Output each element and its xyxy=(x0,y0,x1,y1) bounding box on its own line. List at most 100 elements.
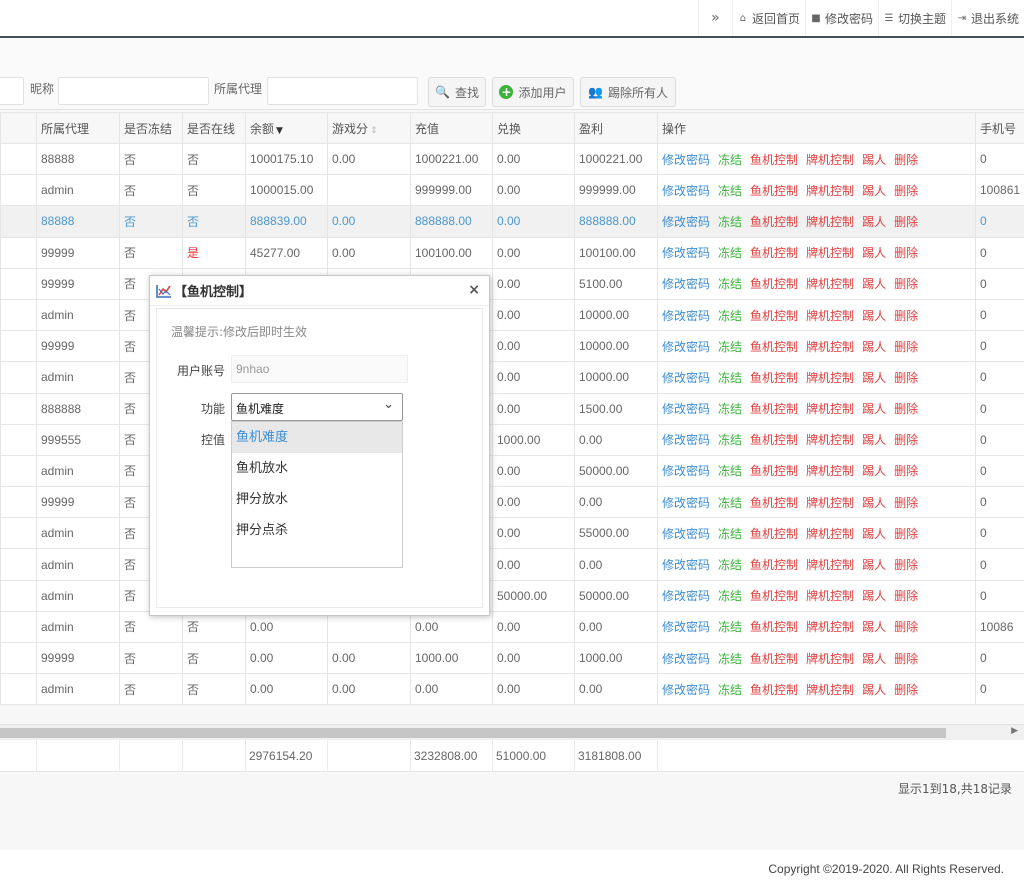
kick-link[interactable]: 踢人 xyxy=(862,402,887,417)
column-header-balance[interactable]: 余额 ▼ xyxy=(245,112,328,144)
freeze-link[interactable]: 冻结 xyxy=(718,214,743,229)
change-password-link[interactable]: 修改密码 xyxy=(662,370,711,385)
delete-link[interactable]: 删除 xyxy=(894,152,919,167)
card-control-link[interactable]: 牌机控制 xyxy=(806,651,855,666)
kick-link[interactable]: 踢人 xyxy=(862,682,887,697)
freeze-link[interactable]: 冻结 xyxy=(718,152,743,167)
delete-link[interactable]: 删除 xyxy=(894,433,919,448)
freeze-link[interactable]: 冻结 xyxy=(718,682,743,697)
kick-link[interactable]: 踢人 xyxy=(862,464,887,479)
card-control-link[interactable]: 牌机控制 xyxy=(806,308,855,323)
nickname-input[interactable] xyxy=(58,77,209,105)
kick-link[interactable]: 踢人 xyxy=(862,433,887,448)
home-link[interactable]: ⌂ 返回首页 xyxy=(731,0,805,36)
column-header[interactable]: 手机号 xyxy=(975,112,1024,144)
kick-link[interactable]: 踢人 xyxy=(862,339,887,354)
card-control-link[interactable]: 牌机控制 xyxy=(806,246,855,261)
dropdown-option[interactable]: 押分放水 xyxy=(236,492,289,507)
delete-link[interactable]: 删除 xyxy=(894,183,919,198)
card-control-link[interactable]: 牌机控制 xyxy=(806,152,855,167)
freeze-link[interactable]: 冻结 xyxy=(718,246,743,261)
switch-theme-link[interactable]: ☰ 切换主题 xyxy=(877,0,951,36)
fish-control-link[interactable]: 鱼机控制 xyxy=(750,589,799,604)
search-button[interactable]: 🔍 查找 xyxy=(428,77,486,107)
delete-link[interactable]: 删除 xyxy=(894,495,919,510)
column-header-gamescore[interactable]: 游戏分 ⇕ xyxy=(327,112,411,144)
freeze-link[interactable]: 冻结 xyxy=(718,308,743,323)
fish-control-link[interactable]: 鱼机控制 xyxy=(750,277,799,292)
card-control-link[interactable]: 牌机控制 xyxy=(806,682,855,697)
fish-control-link[interactable]: 鱼机控制 xyxy=(750,651,799,666)
column-header[interactable]: 所属代理 xyxy=(36,112,120,144)
table-row[interactable]: 88888 否否 1000175.10 0.00 1000221.00 0.00 10002… xyxy=(0,142,1024,176)
change-password-link[interactable]: 修改密码 xyxy=(662,495,711,510)
column-header[interactable]: 操作 xyxy=(657,112,976,144)
fish-control-link[interactable]: 鱼机控制 xyxy=(750,339,799,354)
table-row[interactable]: admin 否否 0.00 0.00 0.00 0.00 0.00 修改密码 冻结 鱼机控制 牌机控… xyxy=(0,673,1024,706)
column-header[interactable]: 盈利 xyxy=(574,112,658,144)
kick-link[interactable]: 踢人 xyxy=(862,651,887,666)
card-control-link[interactable]: 牌机控制 xyxy=(806,183,855,198)
table-row[interactable]: admin 否否 0.00 0.00 0.00 0.00 修改密码 冻结 鱼机控制 牌机控制 踢人删… xyxy=(0,610,1024,644)
kick-link[interactable]: 踢人 xyxy=(862,308,887,323)
card-control-link[interactable]: 牌机控制 xyxy=(806,558,855,573)
delete-link[interactable]: 删除 xyxy=(894,402,919,417)
change-password-link[interactable]: 修改密码 xyxy=(662,277,711,292)
change-password-link[interactable]: 修改密码 xyxy=(662,620,711,635)
fish-control-link[interactable]: 鱼机控制 xyxy=(750,682,799,697)
change-password-link[interactable]: 修改密码 xyxy=(662,339,711,354)
fish-control-link[interactable]: 鱼机控制 xyxy=(750,308,799,323)
change-password-link[interactable]: 修改密码 xyxy=(662,651,711,666)
delete-link[interactable]: 删除 xyxy=(894,246,919,261)
freeze-link[interactable]: 冻结 xyxy=(718,433,743,448)
kick-link[interactable]: 踢人 xyxy=(862,558,887,573)
change-password-link[interactable]: 修改密码 xyxy=(662,308,711,323)
delete-link[interactable]: 删除 xyxy=(894,589,919,604)
fish-control-link[interactable]: 鱼机控制 xyxy=(750,464,799,479)
table-row[interactable]: admin 否否 1000015.00 999999.00 0.00 999999.00 修… xyxy=(0,174,1024,207)
close-icon[interactable]: × xyxy=(468,282,480,298)
kick-link[interactable]: 踢人 xyxy=(862,246,887,261)
freeze-link[interactable]: 冻结 xyxy=(718,620,743,635)
delete-link[interactable]: 删除 xyxy=(894,308,919,323)
column-header[interactable]: 是否冻结 xyxy=(119,112,183,144)
change-password-link[interactable]: 修改密码 xyxy=(662,526,711,541)
delete-link[interactable]: 删除 xyxy=(894,651,919,666)
username-search-input[interactable] xyxy=(0,77,24,105)
freeze-link[interactable]: 冻结 xyxy=(718,339,743,354)
change-password-link[interactable]: 修改密码 xyxy=(662,682,711,697)
fish-control-link[interactable]: 鱼机控制 xyxy=(750,620,799,635)
account-field[interactable]: 9nhao xyxy=(231,355,408,383)
delete-link[interactable]: 删除 xyxy=(894,558,919,573)
column-header[interactable]: 充值 xyxy=(410,112,493,144)
kick-link[interactable]: 踢人 xyxy=(862,277,887,292)
card-control-link[interactable]: 牌机控制 xyxy=(806,620,855,635)
change-password-link[interactable]: 修改密码 xyxy=(662,589,711,604)
kick-link[interactable]: 踢人 xyxy=(862,526,887,541)
delete-link[interactable]: 删除 xyxy=(894,277,919,292)
fish-control-link[interactable]: 鱼机控制 xyxy=(750,246,799,261)
card-control-link[interactable]: 牌机控制 xyxy=(806,402,855,417)
change-password-link[interactable]: ■ 修改密码 xyxy=(804,0,878,36)
kick-link[interactable]: 踢人 xyxy=(862,370,887,385)
kick-all-button[interactable]: 👥 踢除所有人 xyxy=(580,77,676,107)
freeze-link[interactable]: 冻结 xyxy=(718,464,743,479)
delete-link[interactable]: 删除 xyxy=(894,464,919,479)
kick-link[interactable]: 踢人 xyxy=(862,620,887,635)
fish-control-link[interactable]: 鱼机控制 xyxy=(750,495,799,510)
freeze-link[interactable]: 冻结 xyxy=(718,370,743,385)
card-control-link[interactable]: 牌机控制 xyxy=(806,214,855,229)
column-header[interactable]: 是否在线 xyxy=(182,112,246,144)
delete-link[interactable]: 删除 xyxy=(894,214,919,229)
fish-control-link[interactable]: 鱼机控制 xyxy=(750,183,799,198)
card-control-link[interactable]: 牌机控制 xyxy=(806,589,855,604)
card-control-link[interactable]: 牌机控制 xyxy=(806,464,855,479)
fish-control-link[interactable]: 鱼机控制 xyxy=(750,370,799,385)
fish-control-link[interactable]: 鱼机控制 xyxy=(750,152,799,167)
delete-link[interactable]: 删除 xyxy=(894,620,919,635)
freeze-link[interactable]: 冻结 xyxy=(718,183,743,198)
card-control-link[interactable]: 牌机控制 xyxy=(806,339,855,354)
scroll-right-icon[interactable]: ▶ xyxy=(1011,726,1018,736)
fish-control-link[interactable]: 鱼机控制 xyxy=(750,214,799,229)
table-row[interactable]: 99999 否否 0.00 0.00 1000.00 0.00 1000.00 修改密码 冻结鱼… xyxy=(0,641,1024,675)
